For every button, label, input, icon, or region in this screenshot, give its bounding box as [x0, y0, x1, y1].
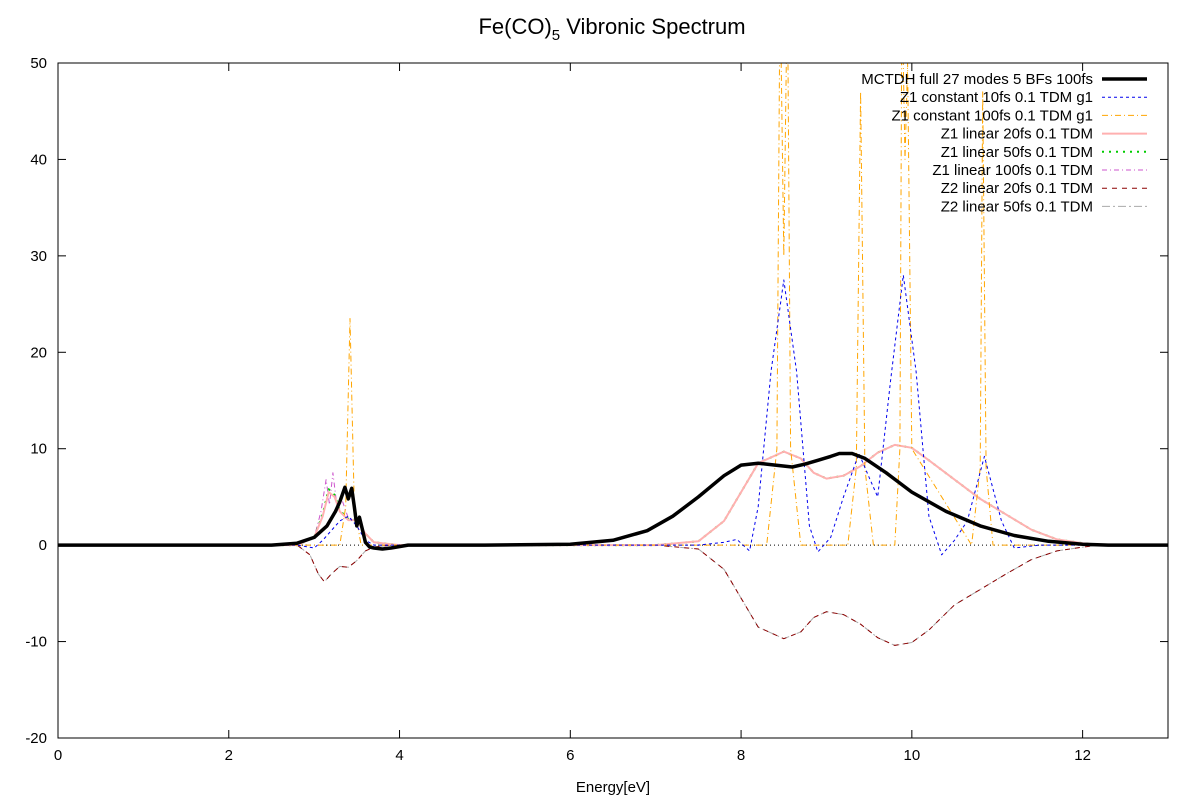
chart-title-main: Fe(CO): [478, 14, 551, 39]
y-tick-label: 30: [30, 248, 47, 265]
legend-entry-label: MCTDH full 27 modes 5 BFs 100fs: [861, 71, 1093, 88]
series-line-6: [58, 444, 1168, 546]
y-tick-label: 20: [30, 344, 47, 361]
legend-entry-label: Z2 linear 50fs 0.1 TDM: [941, 198, 1093, 215]
x-axis-ticks: 0 2 4 6 8 10 12: [54, 63, 1091, 764]
y-tick-label: 50: [30, 55, 47, 72]
y-tick-label: -20: [25, 730, 47, 747]
y-axis-ticks: -20 -10 0 10 20 30 40 50: [25, 55, 1168, 747]
legend-entry-label: Z1 linear 100fs 0.1 TDM: [932, 162, 1093, 179]
y-tick-label: 10: [30, 441, 47, 458]
chart-title-subscript: 5: [552, 27, 560, 44]
x-tick-label: 12: [1074, 747, 1091, 764]
y-tick-label: -10: [25, 634, 47, 651]
x-tick-label: 8: [737, 747, 745, 764]
legend-entry-label: Z1 constant 10fs 0.1 TDM g1: [900, 89, 1093, 106]
x-axis-label: Energy[eV]: [576, 779, 650, 796]
x-tick-label: 2: [225, 747, 233, 764]
series-line-7: [58, 544, 1168, 646]
legend-entry-label: Z2 linear 20fs 0.1 TDM: [941, 180, 1093, 197]
series-line-2: [58, 274, 1168, 556]
series-layer: [58, 63, 1168, 646]
x-tick-label: 6: [566, 747, 574, 764]
series-line-1: [58, 451, 1168, 551]
chart-title: Fe(CO)5 Vibronic Spectrum: [478, 14, 745, 44]
legend-entry-label: Z1 linear 50fs 0.1 TDM: [941, 144, 1093, 161]
legend-entry-label: Z1 linear 20fs 0.1 TDM: [941, 126, 1093, 143]
x-tick-label: 10: [904, 747, 921, 764]
x-tick-label: 0: [54, 747, 62, 764]
series-line-5: [58, 443, 1168, 547]
legend-entry-label: Z1 constant 100fs 0.1 TDM g1: [892, 107, 1094, 124]
chart-title-suffix: Vibronic Spectrum: [560, 14, 745, 39]
x-tick-label: 4: [395, 747, 403, 764]
y-tick-label: 0: [39, 537, 47, 554]
series-line-4: [58, 443, 1168, 547]
y-tick-label: 40: [30, 151, 47, 168]
series-line-8: [58, 544, 1168, 646]
plot-frame: [57, 62, 1169, 739]
